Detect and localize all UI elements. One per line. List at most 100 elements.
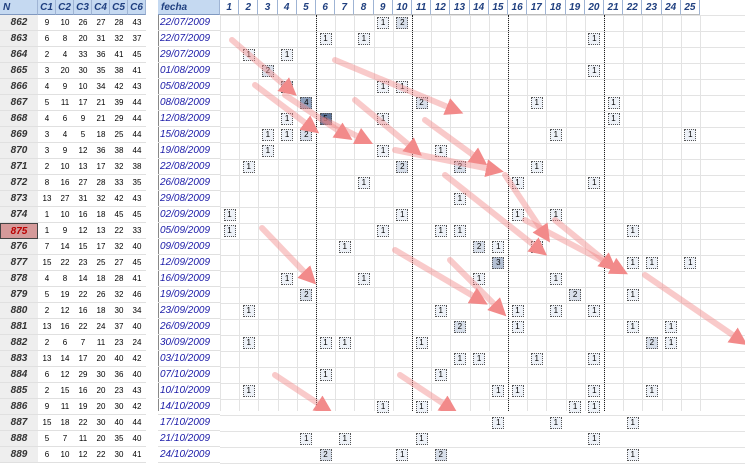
row-value-c6[interactable]: 34 [128, 303, 146, 319]
row-value-c2[interactable]: 12 [56, 367, 74, 383]
row-number[interactable]: 869 [0, 127, 38, 143]
row-number[interactable]: 884 [0, 367, 38, 383]
marker-box[interactable]: 1 [588, 65, 601, 77]
row-value-c2[interactable]: 14 [56, 239, 74, 255]
row-value-c4[interactable]: 17 [92, 159, 110, 175]
row-value-c5[interactable]: 35 [110, 431, 128, 447]
header-col-21[interactable]: 21 [604, 0, 624, 15]
row-date[interactable]: 01/08/2009 [158, 63, 220, 79]
row-value-c5[interactable]: 32 [110, 239, 128, 255]
row-value-c1[interactable]: 13 [38, 191, 56, 207]
row-value-c1[interactable]: 2 [38, 303, 56, 319]
marker-box[interactable]: 1 [549, 129, 562, 141]
marker-box[interactable]: 1 [242, 385, 255, 397]
row-value-c1[interactable]: 13 [38, 319, 56, 335]
marker-box[interactable]: 1 [530, 97, 543, 109]
row-value-c4[interactable]: 22 [92, 447, 110, 463]
row-value-c2[interactable]: 22 [56, 255, 74, 271]
row-date[interactable]: 22/07/2009 [158, 15, 220, 31]
row-value-c6[interactable]: 45 [128, 255, 146, 271]
marker-box[interactable]: 1 [665, 337, 678, 349]
row-value-c6[interactable]: 41 [128, 447, 146, 463]
row-value-c1[interactable]: 2 [38, 383, 56, 399]
row-number[interactable]: 876 [0, 239, 38, 255]
row-value-c6[interactable]: 43 [128, 191, 146, 207]
marker-box[interactable]: 1 [626, 321, 639, 333]
row-value-c5[interactable]: 41 [110, 47, 128, 63]
row-number[interactable]: 866 [0, 79, 38, 95]
row-date[interactable]: 07/10/2009 [158, 367, 220, 383]
row-value-c5[interactable]: 32 [110, 159, 128, 175]
row-date[interactable]: 19/08/2009 [158, 143, 220, 159]
row-date[interactable]: 17/10/2009 [158, 415, 220, 431]
marker-box[interactable]: 1 [549, 209, 562, 221]
marker-box[interactable]: 1 [453, 353, 466, 365]
row-number[interactable]: 872 [0, 175, 38, 191]
marker-box[interactable]: 1 [549, 305, 562, 317]
row-value-c6[interactable]: 37 [128, 31, 146, 47]
row-date[interactable]: 19/09/2009 [158, 287, 220, 303]
row-value-c2[interactable]: 8 [56, 271, 74, 287]
row-value-c5[interactable]: 42 [110, 191, 128, 207]
row-number[interactable]: 877 [0, 255, 38, 271]
row-value-c6[interactable]: 43 [128, 383, 146, 399]
header-c6[interactable]: C6 [128, 0, 146, 15]
row-date[interactable]: 16/09/2009 [158, 271, 220, 287]
row-date[interactable]: 24/10/2009 [158, 447, 220, 463]
row-number[interactable]: 889 [0, 447, 38, 463]
marker-box[interactable]: 1 [588, 433, 601, 445]
row-value-c6[interactable]: 45 [128, 207, 146, 223]
row-value-c3[interactable]: 29 [74, 367, 92, 383]
marker-box[interactable]: 3 [492, 257, 505, 269]
marker-box[interactable]: 1 [453, 225, 466, 237]
marker-box[interactable]: 1 [242, 161, 255, 173]
marker-box[interactable]: 2 [453, 161, 466, 173]
row-value-c2[interactable]: 10 [56, 15, 74, 31]
header-col-24[interactable]: 24 [661, 0, 681, 15]
header-col-5[interactable]: 5 [296, 0, 316, 15]
marker-box[interactable]: 1 [626, 449, 639, 461]
row-value-c1[interactable]: 6 [38, 447, 56, 463]
row-date[interactable]: 26/08/2009 [158, 175, 220, 191]
row-value-c5[interactable]: 22 [110, 223, 128, 239]
marker-box[interactable]: 1 [434, 225, 447, 237]
header-col-16[interactable]: 16 [508, 0, 528, 15]
row-value-c4[interactable]: 18 [92, 303, 110, 319]
marker-box[interactable]: 1 [396, 449, 409, 461]
row-value-c2[interactable]: 4 [56, 47, 74, 63]
row-value-c5[interactable]: 38 [110, 143, 128, 159]
row-value-c3[interactable]: 23 [74, 255, 92, 271]
row-value-c2[interactable]: 9 [56, 143, 74, 159]
row-value-c4[interactable]: 18 [92, 127, 110, 143]
row-value-c1[interactable]: 4 [38, 79, 56, 95]
marker-box[interactable]: 2 [473, 241, 486, 253]
marker-box[interactable]: 1 [588, 33, 601, 45]
row-number[interactable]: 887 [0, 415, 38, 431]
marker-box[interactable]: 1 [511, 177, 524, 189]
row-value-c4[interactable]: 36 [92, 47, 110, 63]
marker-box[interactable]: 1 [377, 113, 390, 125]
row-value-c4[interactable]: 18 [92, 271, 110, 287]
row-value-c5[interactable]: 23 [110, 335, 128, 351]
row-value-c5[interactable]: 32 [110, 287, 128, 303]
row-value-c3[interactable]: 5 [74, 127, 92, 143]
row-value-c1[interactable]: 5 [38, 95, 56, 111]
row-value-c1[interactable]: 2 [38, 159, 56, 175]
row-value-c5[interactable]: 42 [110, 79, 128, 95]
row-value-c3[interactable]: 33 [74, 47, 92, 63]
row-number[interactable]: 873 [0, 191, 38, 207]
marker-box[interactable]: 1 [626, 225, 639, 237]
header-col-22[interactable]: 22 [623, 0, 643, 15]
row-value-c4[interactable]: 13 [92, 223, 110, 239]
marker-box[interactable]: 2 [300, 289, 313, 301]
marker-box[interactable]: 1 [511, 305, 524, 317]
row-value-c6[interactable]: 40 [128, 319, 146, 335]
header-col-17[interactable]: 17 [527, 0, 547, 15]
marker-box[interactable]: 1 [396, 81, 409, 93]
header-col-6[interactable]: 6 [316, 0, 336, 15]
header-fecha[interactable]: fecha [158, 0, 220, 15]
row-date[interactable]: 05/09/2009 [158, 223, 220, 239]
row-value-c6[interactable]: 44 [128, 127, 146, 143]
row-value-c6[interactable]: 44 [128, 415, 146, 431]
row-value-c1[interactable]: 7 [38, 239, 56, 255]
